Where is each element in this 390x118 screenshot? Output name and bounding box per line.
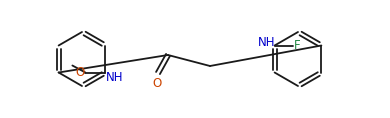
Text: O: O	[75, 66, 84, 79]
Text: NH: NH	[258, 36, 275, 49]
Text: F: F	[294, 39, 300, 52]
Text: O: O	[152, 77, 161, 90]
Text: NH: NH	[106, 71, 123, 84]
